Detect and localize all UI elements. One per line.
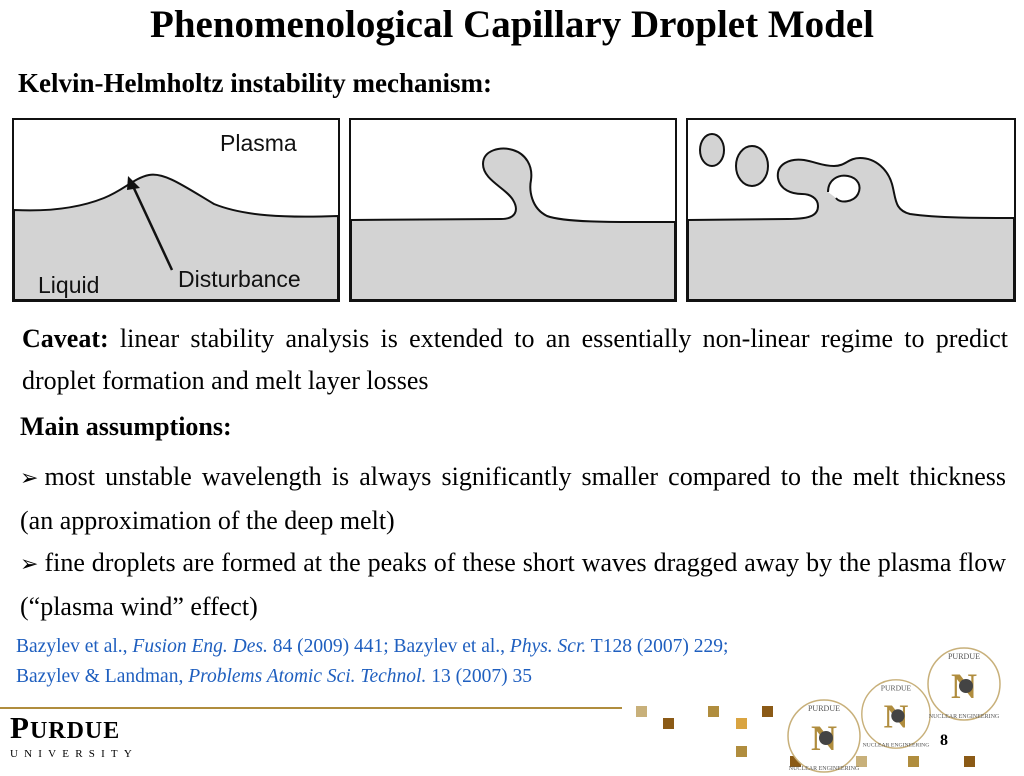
nuclear-engineering-seal-icon: N PURDUE NUCLEAR ENGINEERING <box>861 679 931 749</box>
arrow-bullet-icon: ➢ <box>20 552 39 577</box>
label-disturbance: Disturbance <box>178 266 301 292</box>
nuclear-engineering-seal-icon: N PURDUE NUCLEAR ENGINEERING <box>927 647 1001 721</box>
svg-text:PURDUE: PURDUE <box>948 652 980 661</box>
droplet-large <box>735 145 769 187</box>
ref1-details: 84 (2009) 441; Bazylev et al., <box>267 636 510 657</box>
wave-crest-drawing <box>351 147 675 300</box>
nuclear-engineering-seal-icon: N PURDUE NUCLEAR ENGINEERING <box>787 699 861 773</box>
assumption-text-2: fine droplets are formed at the peaks of… <box>20 548 1006 621</box>
slide-subtitle: Kelvin-Helmholtz instability mechanism: <box>18 68 492 98</box>
decor-square <box>790 756 801 767</box>
svg-text:PURDUE: PURDUE <box>881 683 912 692</box>
purdue-logo: PURDUE UNIVERSITY <box>10 712 138 761</box>
decor-square <box>708 706 719 717</box>
ref3-authors: Bazylev & Landman, <box>16 666 189 687</box>
droplet-formation-drawing <box>688 133 1014 300</box>
slide-title: Phenomenological Capillary Droplet Model <box>150 3 874 46</box>
page-number: 8 <box>940 732 948 749</box>
decor-square <box>636 706 647 717</box>
label-plasma: Plasma <box>220 130 297 156</box>
wave-disturbance-drawing <box>14 173 338 300</box>
decor-square <box>663 718 674 729</box>
decor-square <box>964 756 975 767</box>
ref1-journal: Fusion Eng. Des. <box>132 636 268 657</box>
figure-panel-wave-crest <box>349 118 677 302</box>
ref3-details: 13 (2007) 35 <box>426 666 532 687</box>
assumptions-heading: Main assumptions: <box>20 412 232 441</box>
liquid-surface-crest <box>351 147 675 300</box>
svg-text:NUCLEAR ENGINEERING: NUCLEAR ENGINEERING <box>863 742 930 748</box>
figure-panel-droplet-formation <box>686 118 1016 302</box>
footer-divider <box>0 707 622 709</box>
svg-text:PURDUE: PURDUE <box>808 704 840 713</box>
ref1-authors: Bazylev et al., <box>16 636 133 657</box>
decor-square <box>856 756 867 767</box>
liquid-surface-breaking <box>688 156 1014 300</box>
decor-square <box>736 746 747 757</box>
wave-curl <box>827 174 861 203</box>
figure-panel-disturbance: Plasma Liquid Disturbance <box>12 118 340 302</box>
references: Bazylev et al., Fusion Eng. Des. 84 (200… <box>16 632 1012 692</box>
decor-square <box>762 706 773 717</box>
disturbance-arrow-head <box>127 176 140 190</box>
svg-text:NUCLEAR ENGINEERING: NUCLEAR ENGINEERING <box>789 766 860 772</box>
assumption-text-1: most unstable wavelength is always signi… <box>20 462 1006 535</box>
ref2-journal: Phys. Scr. <box>509 636 587 657</box>
disturbance-arrow-line <box>130 183 174 271</box>
caveat-text: linear stability analysis is extended to… <box>22 324 1008 395</box>
decor-square <box>908 756 919 767</box>
logo-initial: P <box>10 710 30 745</box>
logo-name-rest: URDUE <box>29 718 121 744</box>
caveat-paragraph: Caveat: linear stability analysis is ext… <box>22 318 1008 402</box>
label-liquid: Liquid <box>38 272 100 298</box>
logo-university: UNIVERSITY <box>10 748 138 760</box>
droplet-small <box>699 133 725 167</box>
svg-text:NUCLEAR ENGINEERING: NUCLEAR ENGINEERING <box>929 714 1000 720</box>
assumption-item-2: ➢ fine droplets are formed at the peaks o… <box>20 542 1006 628</box>
ref3-journal: Problems Atomic Sci. Technol. <box>188 666 427 687</box>
ref2-details: T128 (2007) 229; <box>586 636 729 657</box>
decor-square <box>736 718 747 729</box>
liquid-surface <box>14 173 338 300</box>
assumption-item-1: ➢ most unstable wavelength is always sign… <box>20 456 1006 542</box>
caveat-lead: Caveat: <box>22 324 109 353</box>
arrow-bullet-icon: ➢ <box>20 466 39 491</box>
